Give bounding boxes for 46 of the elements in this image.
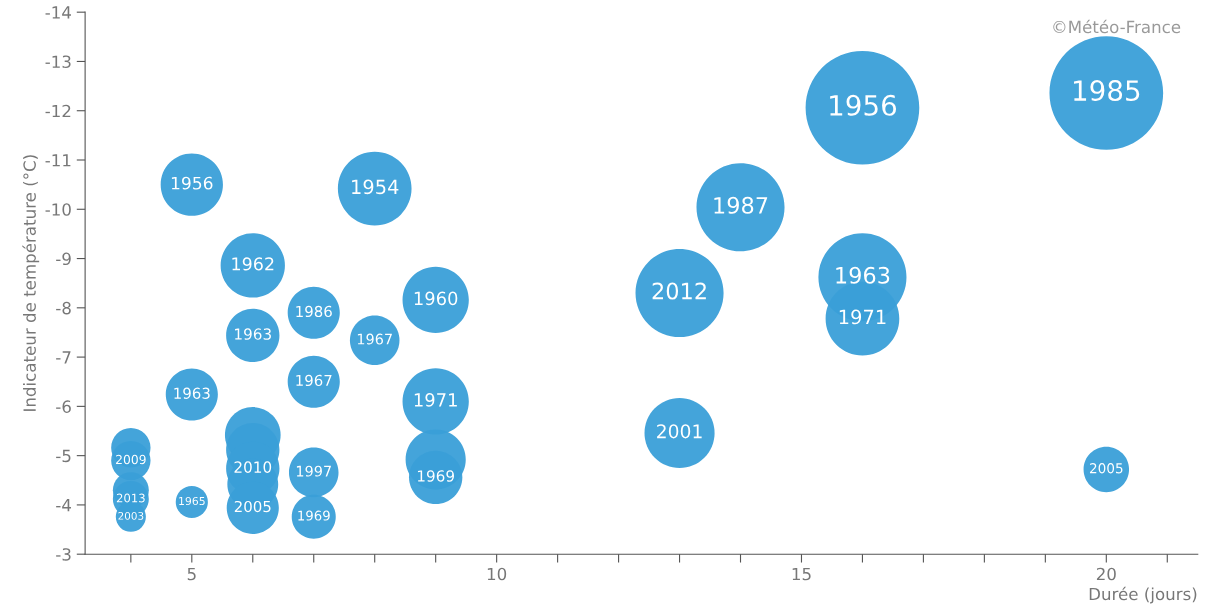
y-tick-label: -11 [45, 154, 71, 167]
annotation: 1985 [1074, 80, 1140, 102]
annotation: ©Météo-France [1053, 19, 1181, 34]
x-axis-title: Durée (jours) [1089, 586, 1197, 604]
annotation: 1963 [174, 387, 210, 399]
y-axis-title: Indicateur de température (°C) [22, 155, 40, 411]
annotation: 1997 [296, 465, 331, 477]
y-tick-label: -7 [56, 351, 71, 364]
y-tick-label: -13 [45, 55, 71, 69]
x-tick-label: 5 [187, 567, 196, 581]
annotation: 2005 [234, 500, 271, 513]
annotation: 1969 [417, 470, 454, 482]
annotation: 1987 [714, 196, 768, 214]
y-tick-label: -10 [45, 203, 71, 216]
annotation: 1956 [171, 176, 213, 190]
y-tick-label: -4 [56, 499, 71, 512]
y-tick-label: -3 [56, 548, 71, 561]
x-tick-label: 15 [792, 567, 811, 581]
x-tick-label: 10 [487, 567, 507, 581]
y-tick-label: -5 [56, 449, 71, 463]
annotation: 2012 [652, 282, 706, 300]
annotation: 1960 [414, 291, 458, 306]
y-tick-label: -6 [56, 400, 71, 413]
annotation: 1956 [830, 94, 897, 116]
annotation: 2005 [1089, 463, 1123, 474]
annotation: 1954 [352, 179, 399, 195]
annotation: 1967 [296, 374, 332, 387]
annotation: 1963 [235, 328, 271, 340]
annotation: 2013 [116, 493, 145, 503]
annotation: 2003 [118, 511, 144, 520]
annotation: 1971 [839, 309, 886, 325]
annotation: 1965 [179, 496, 205, 506]
annotation: 1971 [414, 393, 457, 407]
x-tick-label: 20 [1096, 567, 1116, 581]
annotation: 1986 [296, 305, 332, 318]
y-tick-label: -8 [56, 301, 71, 315]
annotation: 1967 [357, 333, 392, 345]
y-tick-label: -9 [56, 252, 71, 266]
y-tick-label: -14 [45, 6, 71, 19]
annotation: 1963 [836, 266, 890, 284]
annotation: 2009 [116, 454, 146, 465]
annotation: 2010 [234, 461, 272, 473]
y-tick-label: -12 [45, 104, 71, 118]
annotation: 1969 [298, 510, 330, 521]
annotation: 2001 [657, 424, 702, 439]
annotation: 1962 [232, 257, 274, 271]
